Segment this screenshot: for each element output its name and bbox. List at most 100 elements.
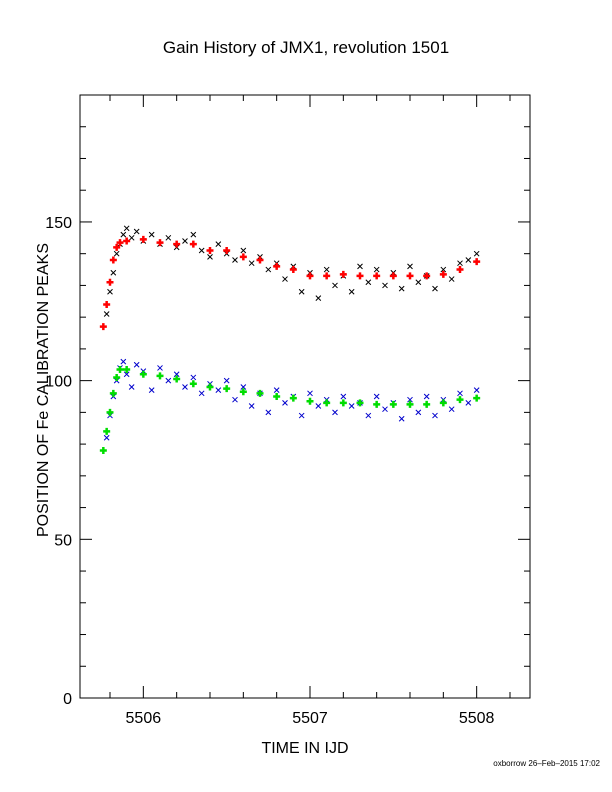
data-point	[256, 389, 264, 397]
data-point	[190, 374, 197, 381]
data-point	[440, 266, 447, 273]
data-point	[133, 228, 140, 235]
data-point	[423, 400, 431, 408]
data-point	[116, 239, 124, 247]
series-0	[103, 225, 480, 317]
data-point	[215, 241, 222, 248]
x-tick-label: 5506	[126, 710, 162, 727]
data-point	[373, 393, 380, 400]
data-point	[289, 266, 297, 274]
data-point	[189, 380, 197, 388]
data-point	[156, 372, 164, 380]
data-point	[123, 366, 131, 374]
data-point	[323, 266, 330, 273]
data-point	[123, 371, 130, 378]
data-point	[182, 238, 188, 244]
data-point	[415, 409, 422, 416]
data-point	[113, 373, 121, 381]
data-point	[265, 266, 272, 273]
data-point	[103, 434, 110, 441]
data-point	[207, 254, 213, 260]
y-tick-label: 100	[45, 374, 72, 391]
data-point	[239, 388, 247, 396]
data-point	[473, 394, 481, 402]
data-point	[133, 361, 140, 368]
data-point	[106, 408, 114, 416]
data-point	[120, 358, 127, 365]
data-point	[156, 239, 164, 247]
data-point	[103, 427, 111, 435]
data-point	[406, 400, 414, 408]
data-point	[106, 278, 114, 286]
data-point	[315, 403, 322, 409]
data-point	[457, 390, 463, 397]
data-point	[182, 384, 188, 390]
data-point	[365, 279, 372, 286]
data-point	[198, 390, 205, 397]
data-point	[110, 269, 117, 276]
data-point	[99, 446, 107, 454]
data-point	[340, 393, 347, 400]
data-point	[107, 288, 113, 295]
data-point	[323, 272, 331, 280]
data-series	[99, 225, 481, 454]
data-point	[373, 400, 381, 408]
x-tick-label: 5508	[459, 710, 495, 727]
series-1	[99, 235, 481, 331]
y-tick-label: 150	[45, 215, 72, 232]
data-point	[339, 270, 347, 278]
data-point	[273, 387, 280, 394]
data-point	[103, 311, 110, 317]
data-point	[406, 272, 414, 280]
data-point	[190, 231, 197, 238]
data-point	[282, 399, 288, 406]
series-2	[103, 358, 480, 441]
data-point	[128, 234, 135, 241]
data-point	[113, 250, 120, 257]
data-point	[139, 235, 147, 243]
data-point	[456, 396, 464, 404]
data-point	[165, 234, 172, 241]
data-point	[373, 266, 380, 273]
data-point	[332, 282, 338, 289]
data-point	[109, 389, 117, 397]
data-point	[148, 387, 155, 394]
data-point	[109, 256, 117, 264]
data-point	[389, 272, 397, 280]
data-point	[348, 288, 355, 295]
data-point	[298, 412, 305, 419]
x-axis-label: TIME IN IJD	[261, 740, 348, 757]
data-point	[473, 250, 480, 257]
data-point	[113, 243, 121, 251]
data-point	[423, 272, 431, 280]
data-point	[189, 240, 197, 248]
data-point	[165, 377, 172, 384]
data-point	[139, 370, 147, 378]
data-point	[306, 272, 314, 280]
data-point	[398, 285, 405, 292]
data-point	[223, 377, 230, 384]
data-point	[407, 263, 413, 270]
data-point	[198, 247, 205, 254]
footer-credit: oxborrow 26–Feb–2015 17:02	[493, 759, 600, 768]
data-point	[206, 247, 214, 255]
y-tick-label: 50	[54, 532, 72, 549]
data-point	[306, 397, 314, 405]
data-point	[103, 300, 111, 308]
data-point	[365, 412, 372, 419]
data-point	[123, 225, 130, 232]
data-point	[265, 409, 272, 416]
data-point	[448, 406, 455, 413]
data-point	[465, 257, 472, 263]
data-point	[116, 366, 124, 374]
data-point	[356, 272, 364, 280]
data-point	[120, 231, 127, 238]
data-point	[415, 279, 422, 286]
data-point	[240, 247, 247, 254]
data-point	[298, 288, 305, 295]
data-point	[206, 383, 214, 391]
y-tick-label: 0	[63, 691, 72, 708]
data-point	[256, 256, 264, 264]
data-point	[282, 276, 288, 282]
